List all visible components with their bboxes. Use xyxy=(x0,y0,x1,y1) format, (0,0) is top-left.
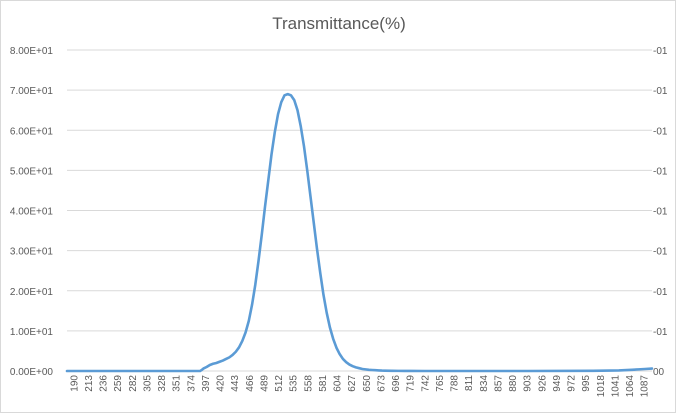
y-axis: 0.00E+00 1.00E+01 2.00E+01 3.00E+01 4.00E+01… xyxy=(10,46,54,378)
x-tick-label: 696 xyxy=(391,375,402,392)
y-tick-label: 2.00E+01 xyxy=(10,287,54,298)
x-tick-label: 880 xyxy=(508,375,519,392)
x-tick-label: 213 xyxy=(84,375,95,392)
y2-tick-label: 00 xyxy=(653,367,665,378)
y2-tick-label: -01 xyxy=(653,247,668,258)
x-tick-label: 443 xyxy=(230,375,241,392)
x-tick-label: 650 xyxy=(362,375,373,392)
x-tick-label: 1041 xyxy=(610,375,621,398)
x-tick-label: 466 xyxy=(245,375,256,392)
x-tick-label: 328 xyxy=(157,375,168,392)
x-tick-label: 374 xyxy=(186,375,197,392)
y-tick-label: 4.00E+01 xyxy=(10,207,54,218)
x-tick-label: 397 xyxy=(201,375,212,392)
x-tick-label: 857 xyxy=(493,375,504,392)
x-tick-label: 949 xyxy=(552,375,563,392)
series-line-0 xyxy=(65,92,654,373)
x-tick-label: 282 xyxy=(128,375,139,392)
x-tick-label: 236 xyxy=(99,375,110,392)
x-tick-label: 742 xyxy=(420,375,431,392)
x-tick-label: 1064 xyxy=(625,375,636,398)
y-tick-label: 7.00E+01 xyxy=(10,86,54,97)
x-tick-label: 604 xyxy=(333,375,344,392)
x-axis: 190 213 236 259 282 305 328 351 374 397 420 443 466 4… xyxy=(69,375,650,398)
x-tick-label: 765 xyxy=(435,375,446,392)
x-tick-label: 581 xyxy=(318,375,329,392)
y-tick-label: 0.00E+00 xyxy=(10,367,54,378)
x-tick-label: 788 xyxy=(450,375,461,392)
x-tick-label: 627 xyxy=(347,375,358,392)
x-tick-label: 1018 xyxy=(596,375,607,398)
chart-title: Transmittance(%) xyxy=(272,14,406,33)
y-tick-label: 5.00E+01 xyxy=(10,166,54,177)
x-tick-label: 420 xyxy=(216,375,227,392)
x-tick-label: 190 xyxy=(69,375,80,392)
series-layer xyxy=(65,92,654,373)
x-tick-label: 903 xyxy=(523,375,534,392)
x-tick-label: 811 xyxy=(464,375,475,391)
x-tick-label: 351 xyxy=(172,375,183,392)
x-tick-label: 995 xyxy=(581,375,592,392)
x-tick-label: 719 xyxy=(406,375,417,392)
y-tick-label: 1.00E+01 xyxy=(10,327,54,338)
y2-tick-label: -01 xyxy=(653,166,668,177)
x-tick-label: 512 xyxy=(274,375,285,392)
x-tick-label: 558 xyxy=(303,375,314,392)
x-tick-label: 1087 xyxy=(640,375,651,398)
y-tick-label: 8.00E+01 xyxy=(10,46,54,57)
y2-tick-label: -01 xyxy=(653,327,668,338)
x-tick-label: 259 xyxy=(113,375,124,392)
gridlines xyxy=(67,49,652,372)
x-tick-label: 673 xyxy=(376,375,387,392)
x-tick-label: 535 xyxy=(289,375,300,392)
y2-tick-label: -01 xyxy=(653,207,668,218)
x-tick-label: 305 xyxy=(142,375,153,392)
y2-tick-label: -01 xyxy=(653,287,668,298)
y2-tick-label: -01 xyxy=(653,86,668,97)
x-tick-label: 972 xyxy=(567,375,578,392)
y-tick-label: 6.00E+01 xyxy=(10,126,54,137)
y2-tick-label: -01 xyxy=(653,46,668,57)
y-tick-label: 3.00E+01 xyxy=(10,247,54,258)
y2-tick-label: -01 xyxy=(653,126,668,137)
x-tick-label: 926 xyxy=(537,375,548,392)
x-tick-label: 489 xyxy=(259,375,270,392)
x-tick-label: 834 xyxy=(479,375,490,392)
y-axis-secondary: 00 -01 -01 -01 -01 -01 -01 -01 -01 xyxy=(653,46,668,378)
